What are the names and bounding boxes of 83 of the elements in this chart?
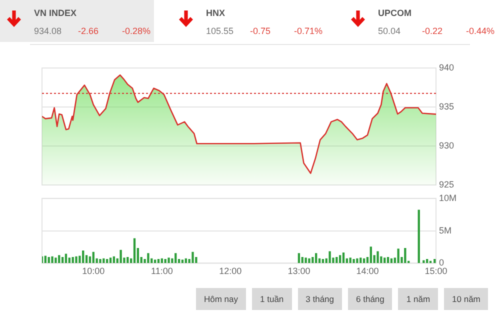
bar: [386, 257, 390, 264]
bar: [349, 258, 352, 264]
bar: [418, 210, 420, 264]
bar: [384, 258, 386, 264]
bar: [48, 257, 50, 264]
y-tick-label: 5M: [439, 225, 452, 236]
bar: [51, 256, 54, 264]
bar: [154, 260, 156, 264]
bar: [168, 258, 170, 264]
bar: [356, 258, 358, 264]
bar: [338, 255, 342, 264]
bar: [322, 258, 324, 264]
category-label: Hôm nay: [196, 288, 246, 310]
bar: [147, 253, 150, 264]
bar: [92, 252, 94, 264]
bar: [312, 257, 314, 264]
bar: [397, 248, 400, 264]
bar: [99, 258, 102, 264]
y-tick-label: 0: [439, 258, 444, 268]
category-label: HNX: [206, 8, 226, 18]
text: 934.08: [34, 26, 62, 36]
y-tick-label: 935: [439, 101, 454, 112]
bar: [164, 258, 166, 264]
bar: [315, 253, 318, 264]
bar: [58, 255, 60, 264]
category-label: VN INDEX: [34, 8, 77, 18]
bar: [360, 258, 362, 264]
category-label: 1 năm: [398, 288, 438, 310]
bar: [126, 257, 129, 264]
category-label: UPCOM: [378, 8, 412, 18]
category-label: 10 năm: [444, 288, 488, 310]
bar: [298, 253, 300, 264]
y-tick-label: 940: [439, 62, 454, 72]
bar: [82, 250, 84, 264]
bar: [376, 251, 379, 264]
bar: [112, 256, 116, 264]
bar: [426, 258, 428, 264]
x-tick-label: 11:00: [150, 266, 173, 276]
bar: [64, 254, 68, 264]
bar: [133, 238, 136, 264]
x-tick-label: 15:00: [424, 266, 448, 276]
bar: [61, 257, 64, 264]
bar: [370, 246, 372, 264]
bar: [44, 256, 47, 264]
category-label: 3 tháng: [298, 288, 342, 310]
y-tick-label: 925: [439, 179, 454, 190]
bar: [301, 257, 304, 264]
bar: [72, 257, 74, 264]
y-tick-label: 930: [439, 140, 454, 150]
text: -0.75: [250, 26, 271, 36]
text: -0.44%: [466, 26, 495, 36]
bar: [434, 258, 436, 264]
bar: [109, 258, 112, 264]
bar: [328, 251, 331, 264]
y-tick-label: 10M: [439, 192, 457, 203]
bar: [106, 258, 108, 264]
bar: [75, 256, 78, 264]
bar: [336, 257, 338, 264]
bar: [192, 252, 194, 264]
bar: [352, 258, 355, 264]
bar: [120, 250, 122, 264]
text: 105.55: [206, 26, 234, 36]
bar: [68, 258, 70, 264]
x-tick-label: 13:00: [288, 266, 310, 276]
bar: [157, 258, 160, 264]
text: -0.28%: [122, 26, 151, 36]
bar: [342, 252, 345, 264]
text: -0.22: [422, 26, 443, 36]
bar: [404, 248, 406, 264]
bar: [308, 258, 310, 264]
x-tick-label: 10:00: [82, 266, 105, 276]
bar: [304, 258, 307, 264]
bar: [181, 260, 184, 264]
text: 50.04: [378, 26, 401, 36]
bar: [174, 253, 177, 264]
text: -2.66: [78, 26, 99, 36]
x-tick-label: 12:00: [219, 266, 242, 276]
category-label: 1 tuần: [252, 288, 292, 310]
bar: [54, 258, 57, 264]
x-tick-label: 14:00: [356, 266, 379, 276]
category-label: 6 tháng: [348, 288, 392, 310]
text: -0.71%: [294, 26, 323, 36]
bar: [88, 256, 92, 264]
